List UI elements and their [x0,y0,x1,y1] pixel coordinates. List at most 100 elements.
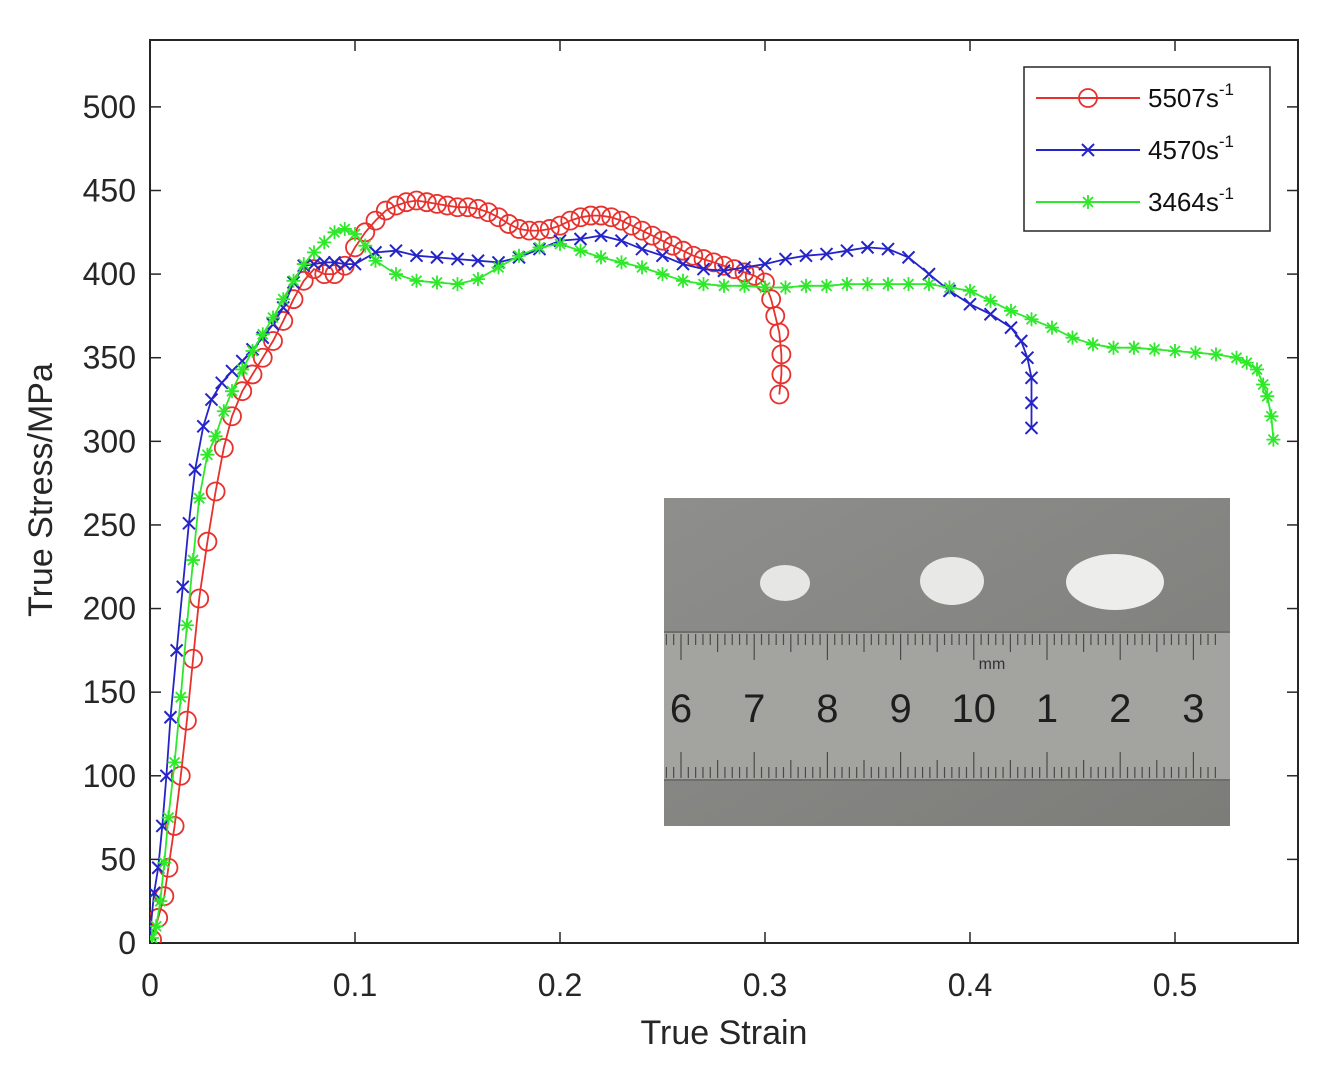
data-point-3464 [358,238,373,253]
data-point-3464 [963,283,977,298]
data-point-5507 [170,765,191,786]
data-point-5507 [197,531,218,552]
data-point-5507 [769,322,790,343]
data-point-5507 [560,210,581,231]
data-point-4570 [676,257,690,271]
data-point-4570 [389,243,403,258]
legend-marker [1078,88,1098,108]
data-point-3464 [737,278,752,293]
data-point-4570 [1024,421,1039,435]
data-point-4570 [317,255,331,270]
data-point-3464 [922,277,936,292]
data-point-3464 [179,618,194,633]
x-tick-label: 0.2 [538,967,582,1003]
ruler-number: 9 [889,687,911,731]
data-point-5507 [242,364,263,385]
data-point-3464 [942,280,957,295]
data-point-3464 [307,245,321,260]
data-point-3464 [368,253,383,268]
data-point-5507 [478,202,499,223]
data-point-5507 [205,481,226,502]
data-point-5507 [570,207,591,228]
data-point-3464 [255,327,270,342]
data-point-4570 [204,392,219,407]
data-point-3464 [676,273,690,288]
x-axis-title: True Strain [641,1014,808,1052]
y-tick-label: 150 [83,674,136,710]
specimen-large [1066,554,1164,610]
data-point-5507 [601,207,622,228]
data-point-4570 [150,886,161,900]
data-point-3464 [200,447,215,462]
ruler-number: 7 [743,687,765,731]
data-point-3464 [337,221,352,236]
y-tick-label: 200 [83,591,136,627]
data-point-3464 [799,278,813,293]
series-layer [150,190,1281,943]
data-point-5507 [498,214,519,234]
data-point-4570 [840,243,854,258]
data-point-3464 [192,491,207,506]
data-point-5507 [683,245,704,266]
data-point-4570 [655,249,670,263]
data-point-5507 [375,200,396,221]
data-point-3464 [1229,350,1244,365]
y-tick-label: 400 [83,256,136,292]
data-point-4570 [963,297,977,311]
data-point-4570 [348,257,362,271]
data-point-3464 [840,277,854,292]
data-point-3464 [594,250,608,265]
data-point-3464 [208,429,223,444]
data-point-5507 [416,192,437,213]
inset-photo: 6 7 8 9 10 1 2 3 mm [664,498,1230,826]
data-point-5507 [529,220,550,241]
series-3464 [150,221,1281,943]
data-point-4570 [901,250,916,265]
data-point-5507 [580,205,601,226]
data-point-4570 [1024,371,1039,385]
data-point-3464 [157,855,172,870]
y-tick-label: 500 [83,89,136,125]
data-point-3464 [317,235,332,250]
data-point-3464 [430,275,444,290]
data-point-4570 [983,307,998,321]
data-point-4570 [860,240,875,255]
data-point-5507 [771,364,792,385]
data-point-3464 [881,277,895,292]
data-point-3464 [296,257,311,272]
y-tick-label: 350 [83,340,136,376]
data-point-3464 [409,273,424,288]
data-point-3464 [819,278,834,293]
data-point-5507 [252,347,273,368]
x-tick-labels: 0 0.1 0.2 0.3 0.4 0.5 [141,967,1197,1003]
ruler-ticks [665,634,1216,778]
data-point-4570 [737,260,752,275]
data-point-3464 [635,260,649,275]
data-point-3464 [901,277,916,292]
data-point-5507 [744,265,765,286]
data-point-5507 [652,230,673,251]
data-point-3464 [150,930,160,943]
y-tick-label: 100 [83,758,136,794]
data-point-5507 [703,252,724,273]
data-point-5507 [457,197,478,218]
data-point-5507 [447,197,468,218]
ruler-number: 2 [1109,687,1131,731]
data-point-3464 [532,240,547,255]
data-point-3464 [573,243,588,258]
data-point-4570 [1024,396,1039,410]
data-point-3464 [983,293,998,308]
data-point-3464 [512,248,526,263]
legend-marker [1081,195,1095,209]
x-tick-label: 0.4 [948,967,992,1003]
data-point-3464 [1188,345,1203,360]
data-point-5507 [769,384,790,405]
x-tick-label: 0.3 [743,967,787,1003]
y-tick-label: 300 [83,423,136,459]
data-point-4570 [696,262,711,276]
y-tick-label: 450 [83,173,136,209]
data-point-3464 [1209,347,1223,362]
data-point-5507 [263,331,283,351]
data-point-3464 [553,237,567,252]
